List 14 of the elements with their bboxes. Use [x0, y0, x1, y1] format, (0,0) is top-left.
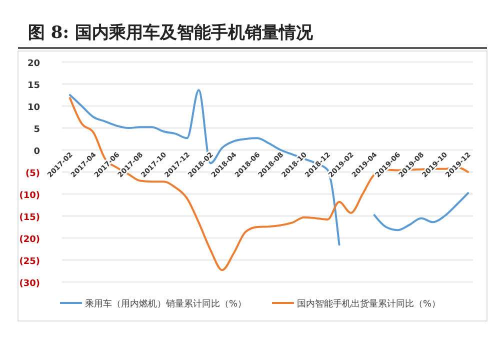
legend-label: 国内智能手机出货量累计同比（%） [297, 298, 441, 310]
y-tick-label: 20 [27, 59, 40, 69]
y-tick-label: 0 [34, 147, 40, 157]
y-tick-label: (20) [19, 235, 40, 245]
y-tick-label: (5) [26, 169, 40, 179]
y-tick-label: (25) [19, 257, 40, 267]
y-tick-label: 15 [27, 81, 40, 91]
y-tick-label: 10 [27, 103, 40, 113]
legend-label: 乘用车（用内燃机）销量累计同比（%） [85, 298, 247, 310]
y-tick-label: (15) [19, 213, 40, 223]
y-tick-label: (10) [19, 191, 40, 201]
chart-title: 图 8: 国内乘用车及智能手机销量情况 [28, 23, 314, 43]
y-tick-label: (30) [19, 279, 40, 289]
y-tick-label: 5 [34, 125, 40, 135]
